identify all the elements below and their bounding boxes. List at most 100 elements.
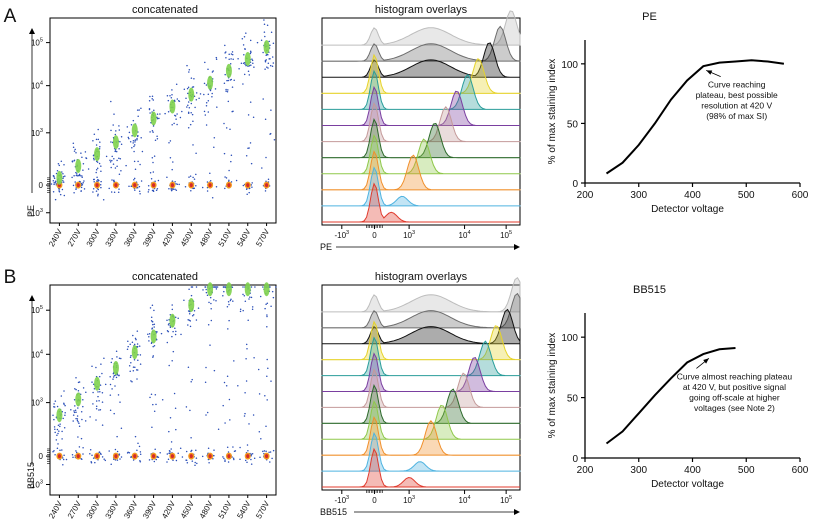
scatter-dot xyxy=(204,114,207,116)
scatter-dot xyxy=(100,186,102,189)
scatter-dot xyxy=(81,418,83,421)
scatter-dot xyxy=(151,426,153,429)
scatter-dot xyxy=(139,453,142,456)
scatter-dot xyxy=(226,91,229,93)
scatter-dot xyxy=(175,330,177,333)
scatter-dot xyxy=(183,88,186,90)
scatter-dot xyxy=(176,183,179,185)
scatter-dot xyxy=(113,158,115,160)
scatter-dot xyxy=(152,356,154,358)
scatter-dot xyxy=(75,151,77,154)
scatter-dot xyxy=(130,362,132,364)
scatter-dot xyxy=(112,376,115,378)
scatter-dot xyxy=(239,310,242,313)
scatter-dot xyxy=(147,191,150,193)
scatter-dot xyxy=(243,73,246,76)
scatter-dot xyxy=(118,147,120,150)
scatter-dot xyxy=(97,188,100,191)
scatter-dot xyxy=(125,164,127,167)
scatter-dot xyxy=(156,188,159,190)
scatter-dot xyxy=(265,59,267,61)
scatter-dot xyxy=(169,95,171,97)
scatter-dot xyxy=(168,452,170,454)
scatter-dot xyxy=(232,457,235,460)
scatter-dot xyxy=(150,342,153,345)
scatter-dot xyxy=(225,88,227,91)
scatter-dot xyxy=(242,309,244,312)
scatter-dot xyxy=(189,123,192,126)
scatter-dot xyxy=(111,179,113,181)
scatter-dot xyxy=(173,122,175,125)
scatter-dot xyxy=(60,395,63,397)
scatter-dot xyxy=(61,171,63,173)
scatter-dot xyxy=(167,99,170,102)
scatter-column-480V xyxy=(201,56,218,199)
scatter-dot xyxy=(116,450,119,453)
scatter-dot xyxy=(168,430,170,433)
scatter-dot xyxy=(53,183,55,186)
arrow-head-icon xyxy=(29,295,35,301)
scatter-dot xyxy=(170,441,173,443)
scatter-dot xyxy=(72,456,74,459)
scatter-dot xyxy=(201,455,204,458)
scatter-dot xyxy=(114,385,116,387)
scatter-dot xyxy=(53,177,56,179)
scatter-dot xyxy=(171,180,174,182)
scatter-dot xyxy=(95,408,98,410)
scatter-neg-core xyxy=(95,454,99,459)
scatter-dot xyxy=(203,93,205,96)
scatter-column-330V xyxy=(108,350,123,465)
scatter-pos-density xyxy=(244,282,251,297)
scatter-dot xyxy=(179,447,182,449)
scatter-dot xyxy=(195,173,197,176)
scatter-dot xyxy=(95,419,97,421)
scatter-dot xyxy=(186,87,189,90)
scatter-dot xyxy=(171,308,174,311)
scatter-dot xyxy=(149,131,151,133)
scatter-dot xyxy=(71,453,74,456)
scatter-dot xyxy=(63,194,66,197)
panel-letter: B xyxy=(4,267,17,288)
scatter-dot xyxy=(247,114,250,116)
scatter-dot xyxy=(204,381,207,383)
scatter-dot xyxy=(170,96,173,99)
scatter-dot xyxy=(91,381,93,383)
scatter-dot xyxy=(115,150,118,153)
scatter-dot xyxy=(61,188,64,191)
histogram-trace-11 xyxy=(321,10,521,46)
scatter-dot xyxy=(244,459,247,462)
scatter-dot xyxy=(56,428,59,431)
scatter-dot xyxy=(149,112,151,114)
scatter-dot xyxy=(249,296,251,298)
scatter-dot xyxy=(250,51,252,53)
arrow-head-icon xyxy=(29,28,35,34)
scatter-dot xyxy=(169,140,172,142)
scatter-column-570V xyxy=(256,19,276,192)
scatter-dot xyxy=(215,185,218,188)
scatter-dot xyxy=(229,128,231,131)
scatter-dot xyxy=(192,120,194,122)
scatter-dot xyxy=(136,137,138,140)
scatter-dot xyxy=(264,118,267,121)
scatter-dot xyxy=(208,461,210,464)
scatter-dot xyxy=(251,186,253,188)
scatter-dot xyxy=(134,189,136,191)
scatter-dot xyxy=(232,300,234,302)
scatter-dot xyxy=(53,181,55,184)
scatter-dot xyxy=(52,190,55,193)
scatter-dot xyxy=(75,417,77,420)
histogram-trace-9 xyxy=(321,42,521,78)
scatter-column-240V xyxy=(52,390,68,466)
line-ylabel: % of max staining index xyxy=(547,333,558,439)
scatter-dot xyxy=(64,414,66,417)
scatter-dot xyxy=(116,165,118,168)
scatter-dot xyxy=(208,301,210,304)
scatter-dot xyxy=(209,296,212,299)
scatter-dot xyxy=(171,124,173,126)
scatter-dot xyxy=(126,348,129,351)
scatter-dot xyxy=(199,93,202,95)
arrow-head-icon xyxy=(703,358,709,364)
scatter-dot xyxy=(270,109,272,111)
scatter-dot xyxy=(265,180,267,182)
